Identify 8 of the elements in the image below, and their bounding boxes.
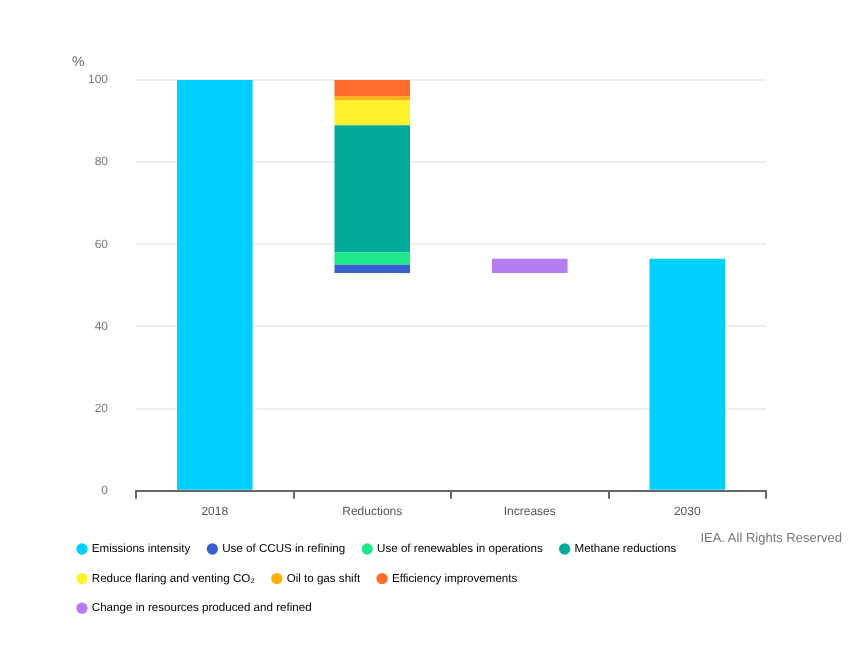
bar <box>491 258 568 274</box>
bar <box>334 252 411 265</box>
bar <box>334 100 411 126</box>
bar <box>334 80 411 97</box>
bar <box>334 264 411 274</box>
bar <box>176 80 253 490</box>
bar <box>649 258 726 490</box>
bar <box>334 125 411 253</box>
